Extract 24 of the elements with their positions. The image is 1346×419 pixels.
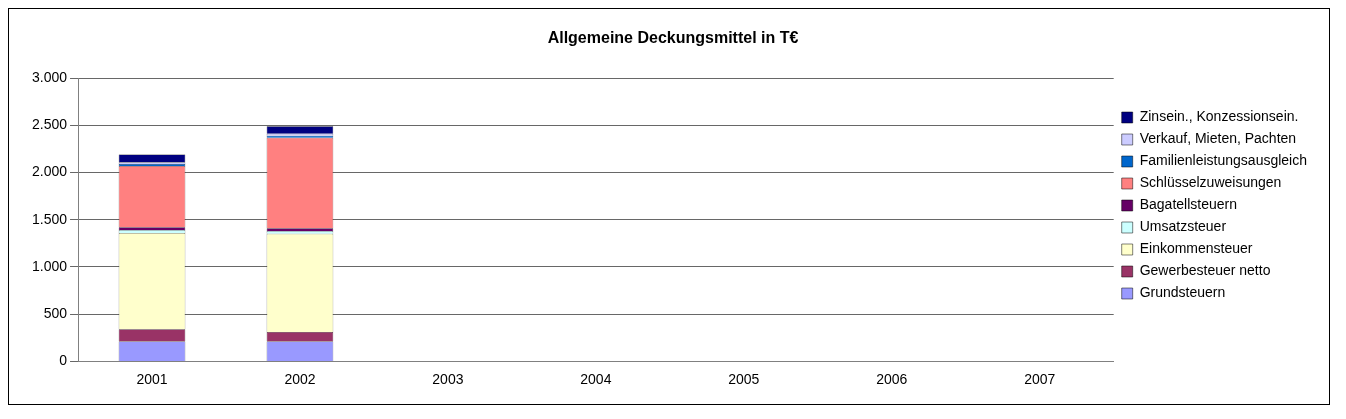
- chart-title: Allgemeine Deckungsmittel in T€: [547, 29, 799, 47]
- x-tick-label: 2007: [1024, 371, 1056, 388]
- y-tick-label: 0: [59, 352, 68, 369]
- y-tick-label: 500: [43, 304, 68, 321]
- x-tick-label: 2001: [136, 371, 168, 388]
- y-tick-label: 3.000: [31, 69, 68, 86]
- legend-label: Grundsteuern: [1139, 284, 1226, 301]
- x-tick-label: 2003: [432, 371, 464, 388]
- y-tick-label: 2.000: [31, 163, 68, 180]
- x-tick-label: 2002: [284, 371, 316, 388]
- x-tick-label: 2004: [580, 371, 612, 388]
- legend-label: Verkauf, Mieten, Pachten: [1139, 130, 1297, 147]
- legend-label: Bagatellsteuern: [1139, 196, 1237, 213]
- legend-label: Umsatzsteuer: [1139, 218, 1227, 235]
- x-tick-label: 2005: [728, 371, 760, 388]
- legend-label: Zinsein., Konzessionsein.: [1139, 108, 1299, 125]
- legend-label: Einkommensteuer: [1139, 240, 1253, 257]
- y-tick-label: 2.500: [31, 116, 68, 133]
- y-tick-label: 1.500: [31, 210, 68, 227]
- x-tick-label: 2006: [876, 371, 908, 388]
- legend-label: Familienleistungsausgleich: [1139, 152, 1307, 169]
- legend-label: Gewerbesteuer netto: [1139, 262, 1271, 279]
- y-tick-label: 1.000: [31, 257, 68, 274]
- legend-label: Schlüsselzuweisungen: [1139, 174, 1282, 191]
